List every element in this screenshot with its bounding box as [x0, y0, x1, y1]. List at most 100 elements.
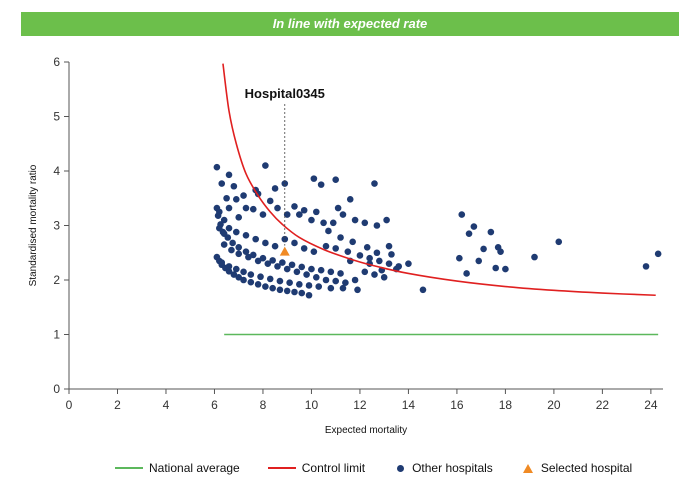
status-banner: In line with expected rate — [21, 12, 679, 36]
selected-hospital-marker — [279, 246, 290, 256]
y-tick-label: 1 — [53, 328, 60, 342]
other-hospital-point — [242, 232, 250, 239]
other-hospital-point — [456, 254, 463, 262]
other-hospital-point — [214, 212, 222, 219]
other-hospital-point — [380, 273, 388, 281]
other-hospital-point — [247, 278, 255, 286]
x-tick-label: 10 — [305, 398, 319, 412]
other-hospital-point — [213, 163, 221, 171]
legend: National average Control limit Other hos… — [115, 458, 632, 478]
y-tick-label: 4 — [53, 164, 60, 178]
other-hospital-point — [254, 281, 262, 288]
other-hospital-point — [230, 182, 238, 190]
other-hospital-point — [257, 273, 264, 281]
other-hospital-point — [232, 196, 240, 203]
other-hospital-point — [252, 235, 259, 243]
other-hospital-point — [344, 248, 352, 255]
legend-item-control-limit[interactable]: Control limit — [267, 461, 365, 475]
other-hospital-point — [225, 224, 233, 232]
other-hospital-point — [271, 242, 279, 250]
x-tick-label: 12 — [353, 398, 367, 412]
other-hospital-point — [266, 197, 274, 205]
other-hospital-point — [240, 192, 247, 199]
x-tick-label: 6 — [211, 398, 218, 412]
y-axis-title: Standardised mortality ratio — [28, 164, 39, 286]
other-hospital-point — [235, 250, 243, 258]
other-hospital-point — [266, 275, 274, 283]
other-hospital-point — [288, 261, 296, 269]
other-hospital-point — [332, 245, 339, 252]
other-hospital-point — [361, 268, 369, 276]
y-tick-label: 2 — [53, 273, 60, 287]
other-hospitals-layer — [213, 162, 662, 299]
other-hospital-point — [225, 204, 233, 212]
other-hospital-point — [642, 263, 650, 270]
other-hospital-point — [230, 271, 238, 278]
other-hospital-point — [351, 276, 359, 284]
other-hospital-point — [262, 239, 269, 247]
other-hospital-point — [342, 279, 349, 287]
other-hospital-point — [322, 276, 330, 284]
other-hospital-point — [291, 288, 298, 296]
other-hospital-point — [317, 181, 325, 188]
other-hospital-point — [531, 253, 538, 261]
other-hospital-point — [373, 249, 381, 257]
other-hospital-point — [492, 264, 500, 272]
legend-item-national-average[interactable]: National average — [115, 461, 240, 475]
selected-hospital-layer — [279, 104, 290, 256]
other-hospital-point — [216, 224, 223, 232]
y-tick-label: 5 — [53, 110, 60, 124]
control-limit-layer — [222, 63, 656, 297]
other-hospital-point — [235, 244, 243, 251]
other-hospital-point — [296, 211, 303, 218]
other-hospital-point — [298, 289, 306, 297]
other-hospital-point — [232, 265, 240, 273]
control-limit-line — [222, 63, 656, 297]
other-hospital-point — [296, 281, 303, 288]
other-hospital-point — [220, 241, 228, 248]
other-hospital-point — [291, 203, 298, 210]
national-average-swatch — [115, 467, 143, 469]
other-hospital-point — [405, 260, 412, 267]
other-hospital-point — [337, 234, 344, 241]
x-axis-title: Expected mortality — [325, 425, 407, 436]
other-hospital-point — [371, 271, 378, 278]
other-hospital-point — [463, 270, 470, 277]
other-hospital-point — [363, 244, 371, 251]
other-hospital-point — [332, 176, 339, 184]
other-hospital-point — [305, 282, 313, 289]
other-hospital-point — [497, 248, 504, 255]
selected-hospital-callout: Hospital0345 — [245, 86, 325, 101]
other-hospital-point — [245, 253, 252, 261]
other-hospital-point — [276, 286, 284, 294]
other-hospital-point — [310, 175, 318, 182]
other-hospital-point — [269, 257, 276, 264]
legend-item-selected-hospital[interactable]: Selected hospital — [521, 461, 632, 475]
other-hospital-point — [320, 219, 327, 227]
other-hospital-point — [274, 263, 281, 270]
other-hospital-point — [385, 260, 393, 267]
other-hospital-point — [327, 284, 335, 292]
y-tick-label: 0 — [53, 382, 60, 396]
legend-item-other-hospitals[interactable]: Other hospitals — [393, 461, 493, 475]
other-hospital-point — [229, 239, 236, 247]
other-hospital-point — [312, 208, 320, 216]
other-hospitals-swatch — [397, 464, 405, 472]
other-hospital-point — [327, 268, 335, 276]
legend-label: Selected hospital — [540, 461, 633, 475]
other-hospital-point — [220, 230, 228, 237]
other-hospital-point — [339, 211, 347, 218]
other-hospital-point — [555, 238, 563, 246]
y-tick-label: 3 — [53, 219, 60, 233]
other-hospital-point — [223, 194, 230, 202]
other-hospital-point — [242, 204, 250, 212]
other-hospital-point — [361, 219, 369, 227]
other-hospital-point — [419, 286, 427, 294]
other-hospital-point — [332, 277, 339, 285]
other-hospital-point — [303, 271, 310, 278]
other-hospital-point — [232, 228, 240, 236]
other-hospital-point — [254, 257, 262, 265]
other-hospital-point — [385, 242, 393, 250]
y-tick-label: 6 — [53, 55, 60, 69]
